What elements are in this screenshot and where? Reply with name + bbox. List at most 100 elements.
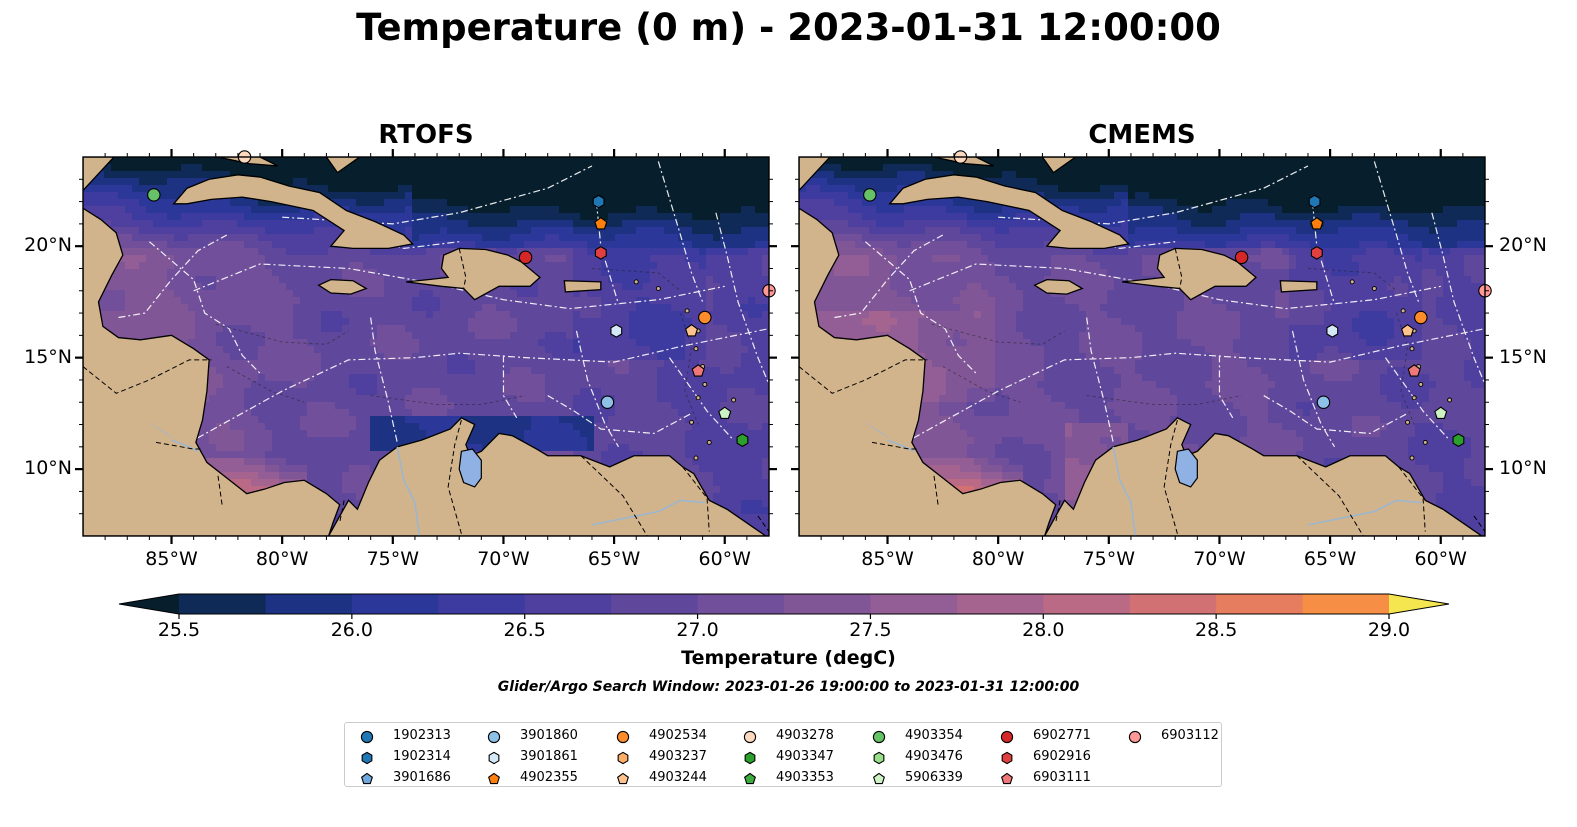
bathymetry-contours [215,268,699,425]
circle-marker-icon [872,730,886,744]
legend-label: 3901861 [520,749,578,764]
legend-label: 3901860 [520,728,578,743]
lat-tick-label: 10°N [24,457,72,480]
circle-marker-icon [743,730,757,744]
colorbar-segment [438,594,526,614]
legend-label: 3901686 [393,770,451,785]
legend-label: 6903112 [1161,728,1219,743]
float-marker-4902534 [698,310,712,325]
pentagon-marker-icon [1001,772,1013,785]
float-marker-6902771 [518,250,533,265]
legend-marker [743,730,757,744]
map-rtofs [75,149,777,544]
float-marker-6903111 [1407,364,1421,377]
country-borders [799,248,1485,536]
legend-label: 4903244 [649,770,707,785]
hexagon-marker-icon [873,751,885,765]
legend-label: 4903353 [776,770,834,785]
legend-marker [1001,772,1013,785]
colorbar-tick-label: 28.5 [1195,619,1237,641]
lat-tick-label: 15°N [24,345,72,368]
lon-tick-label: 75°W [1082,548,1136,570]
colorbar-segment [351,594,439,614]
rivers [171,439,705,536]
hexagon-marker-icon [617,751,629,765]
rivers [887,439,1421,536]
circle-marker-icon [487,730,501,744]
colorbar-tick-label: 25.5 [158,619,200,641]
colorbar-segment [870,594,958,614]
float-marker-4903244 [1401,324,1415,337]
float-legend: 1902313 1902314 3901686 3901860 3901861 49023… [344,722,1222,787]
legend-label: 4902534 [649,728,707,743]
legend-marker [1001,751,1013,765]
float-marker-4903354 [863,188,877,202]
legend-label: 4903476 [905,749,963,764]
lat-tick-label: 20°N [1499,234,1547,257]
colorbar-tick-label: 26.5 [504,619,546,641]
lat-tick-label: 15°N [1499,345,1547,368]
colorbar-segment [1043,594,1131,614]
float-marker-6902916 [594,246,607,260]
float-marker-4903347 [1452,433,1465,447]
legend-marker [488,751,500,765]
float-marker-3901861 [1326,324,1339,338]
legend-label: 5906339 [905,770,963,785]
legend-label: 1902314 [393,749,451,764]
legend-marker [744,751,756,765]
map-frame [82,156,770,537]
float-marker-4903354 [147,188,161,202]
lon-tick-label: 60°W [698,548,751,570]
legend-label: 4903237 [649,749,707,764]
land-masses [799,157,1485,536]
colorbar-extend-high [1389,594,1449,614]
float-marker-6902771 [1234,250,1249,265]
colorbar-extend-low [119,594,179,614]
float-marker-1902314 [1308,194,1321,209]
legend-label: 4902355 [520,770,578,785]
legend-marker [487,730,501,744]
circle-marker-icon [1128,730,1142,744]
circle-marker-icon [616,730,630,744]
float-marker-5906339 [1434,406,1448,419]
legend-marker [616,730,630,744]
lon-tick-label: 80°W [971,548,1025,570]
colorbar-segment [956,594,1044,614]
eez-boundaries [83,161,769,475]
colorbar-tick-label: 26.0 [331,619,373,641]
colorbar-label: Temperature (degC) [681,647,896,669]
lon-tick-label: 70°W [477,548,530,570]
legend-marker [617,772,629,785]
lake-maracaibo [1174,448,1198,488]
colorbar-segment [697,594,785,614]
colorbar-tick-label: 27.0 [676,619,718,641]
legend-label: 1902313 [393,728,451,743]
float-marker-3901861 [610,324,623,338]
legend-label: 4903347 [776,749,834,764]
legend-marker [360,730,374,744]
map-cmems [791,149,1493,544]
legend-marker [1128,730,1142,744]
bathymetry-contours [931,268,1415,425]
hexagon-marker-icon [361,751,373,765]
colorbar-segment [611,594,699,614]
float-marker-4903244 [685,324,699,337]
pentagon-marker-icon [488,772,500,785]
country-borders [83,248,769,536]
legend-marker [617,751,629,765]
legend-marker [873,772,885,785]
float-marker-4902355 [1310,217,1324,230]
map-frame [798,156,1486,537]
circle-marker-icon [360,730,374,744]
legend-label: 4903278 [776,728,834,743]
colorbar-segment [1302,594,1390,614]
circle-marker-icon [1000,730,1014,744]
search-window-text: Glider/Argo Search Window: 2023-01-26 19… [497,679,1080,695]
pentagon-marker-icon [873,772,885,785]
float-marker-4902355 [594,217,608,230]
lat-tick-label: 20°N [24,234,72,257]
colorbar-segment [179,594,266,614]
lon-tick-label: 60°W [1414,548,1467,570]
hexagon-marker-icon [1001,751,1013,765]
colorbar-tick-label: 28.0 [1022,619,1064,641]
